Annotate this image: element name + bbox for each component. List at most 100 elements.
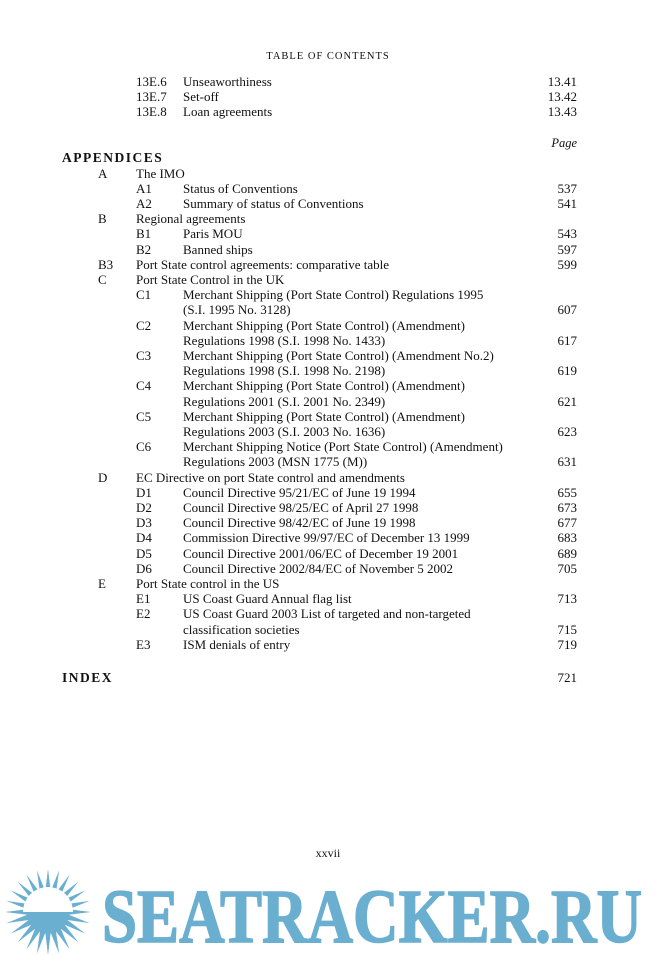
toc-entry: 13E.8 Loan agreements 13.43 [0, 104, 656, 119]
entry-title: Loan agreements [183, 104, 273, 120]
entry-title: Council Directive 98/42/EC of June 19 19… [183, 515, 416, 531]
section-title: APPENDICES [62, 150, 164, 165]
entry-code: E1 [136, 591, 151, 607]
entry-page: 721 [557, 670, 578, 685]
entry-page: 13.41 [547, 74, 577, 89]
entry-title: Merchant Shipping Notice (Port State Con… [183, 439, 503, 455]
section-title: INDEX [62, 670, 114, 685]
entry-title: Port State control agreements: comparati… [136, 256, 390, 272]
entry-page: 689 [557, 545, 578, 561]
toc-entry: B Regional agreements [0, 211, 656, 226]
toc-entry: D3 Council Directive 98/42/EC of June 19 … [0, 515, 656, 530]
toc-entry: D1 Council Directive 95/21/EC of June 19 … [0, 485, 656, 500]
running-header: TABLE OF CONTENTS [266, 51, 390, 62]
entry-page: 715 [557, 621, 578, 637]
entry-page: 705 [557, 560, 578, 576]
entry-page: 13.43 [547, 104, 577, 120]
entry-letter: B [98, 211, 107, 227]
entry-title: (S.I. 1995 No. 3128) [183, 302, 291, 318]
entry-title: Regulations 2003 (MSN 1775 (M)) [183, 454, 368, 470]
entry-title: US Coast Guard 2003 List of targeted and… [183, 606, 471, 622]
toc-entry: D EC Directive on port State control and … [0, 470, 656, 485]
entry-title: Merchant Shipping (Port State Control) (… [183, 347, 494, 363]
entry-code: B1 [136, 226, 152, 242]
entry-title: ISM denials of entry [183, 636, 291, 652]
entry-code: 13E.6 [136, 74, 167, 89]
toc-entry: 13E.6 Unseaworthiness 13.41 [0, 74, 656, 89]
section-heading-appendices: APPENDICES [0, 150, 656, 165]
entry-title: EC Directive on port State control and a… [136, 469, 405, 485]
section-heading-index: INDEX 721 [0, 670, 656, 685]
toc-entry: D2 Council Directive 98/25/EC of April 27… [0, 500, 656, 515]
entry-page: 597 [557, 241, 578, 257]
entry-title: Port State Control in the UK [136, 271, 285, 287]
entry-page: 537 [557, 180, 578, 196]
toc-entry: C6 Merchant Shipping Notice (Port State C… [0, 439, 656, 454]
toc-entry: Regulations 2001 (S.I. 2001 No. 2349) 621 [0, 394, 656, 409]
toc-entry: B1 Paris MOU 543 [0, 226, 656, 241]
entry-title: Council Directive 98/25/EC of April 27 1… [183, 499, 419, 515]
entry-title: Banned ships [183, 241, 253, 257]
toc-entry: A1 Status of Conventions 537 [0, 181, 656, 196]
toc-entry: B3 Port State control agreements: compara… [0, 257, 656, 272]
toc-entry: classification societies 715 [0, 622, 656, 637]
entry-code: C6 [136, 439, 152, 455]
toc-entry: C4 Merchant Shipping (Port State Control)… [0, 378, 656, 393]
entry-page: 617 [557, 332, 578, 348]
entry-title: US Coast Guard Annual flag list [183, 591, 352, 607]
toc-entry: B2 Banned ships 597 [0, 242, 656, 257]
page-column-label: Page [551, 136, 577, 150]
entry-code: C3 [136, 347, 152, 363]
entry-page: 713 [557, 591, 578, 607]
toc-entry: E Port State control in the US [0, 576, 656, 591]
entry-code: C1 [136, 287, 152, 303]
entry-page: 607 [557, 302, 578, 318]
entry-letter: E [98, 575, 106, 591]
toc-entry: E3 ISM denials of entry 719 [0, 637, 656, 652]
entry-page: 673 [557, 499, 578, 515]
entry-code: D3 [136, 515, 152, 531]
entry-code: D1 [136, 484, 152, 500]
toc-entry: C1 Merchant Shipping (Port State Control)… [0, 287, 656, 302]
entry-title: Commission Directive 99/97/EC of Decembe… [183, 530, 470, 546]
entry-title: classification societies [183, 621, 300, 637]
entry-page: 719 [557, 636, 578, 652]
entry-code: C4 [136, 378, 152, 394]
entry-code: B2 [136, 241, 152, 257]
toc-entry: A2 Summary of status of Conventions 541 [0, 196, 656, 211]
entry-page: 13.42 [547, 89, 577, 105]
entry-page: 543 [557, 226, 578, 242]
watermark-text: SEATRACKER.RU [102, 875, 642, 956]
entry-title: Regional agreements [136, 211, 246, 227]
entry-code: E2 [136, 606, 151, 622]
toc-entry: Regulations 1998 (S.I. 1998 No. 2198) 619 [0, 363, 656, 378]
toc-entry: (S.I. 1995 No. 3128) 607 [0, 302, 656, 317]
entry-page: 599 [557, 256, 578, 272]
entry-title: Regulations 1998 (S.I. 1998 No. 2198) [183, 363, 386, 379]
toc-entry: Regulations 2003 (MSN 1775 (M)) 631 [0, 454, 656, 469]
toc-entry: C5 Merchant Shipping (Port State Control)… [0, 409, 656, 424]
entry-code: E3 [136, 636, 151, 652]
entry-title: Merchant Shipping (Port State Control) (… [183, 378, 465, 394]
toc-entry: 13E.7 Set-off 13.42 [0, 89, 656, 104]
entry-code: C2 [136, 317, 152, 333]
entry-page: 623 [557, 423, 578, 439]
toc-entry: C3 Merchant Shipping (Port State Control)… [0, 348, 656, 363]
entry-code: D5 [136, 545, 152, 561]
entry-title: Merchant Shipping (Port State Control) R… [183, 287, 484, 303]
toc-entry: Regulations 2003 (S.I. 2003 No. 1636) 623 [0, 424, 656, 439]
toc-entry: D4 Commission Directive 99/97/EC of Decem… [0, 530, 656, 545]
toc-entry: C Port State Control in the UK [0, 272, 656, 287]
watermark-logo: SEATRACKER.RU [5, 869, 643, 956]
toc-entry: A The IMO [0, 166, 656, 181]
toc-entry: Regulations 1998 (S.I. 1998 No. 1433) 617 [0, 333, 656, 348]
entry-code: C5 [136, 408, 152, 424]
entry-code: D2 [136, 499, 152, 515]
toc-entry: D5 Council Directive 2001/06/EC of Decemb… [0, 546, 656, 561]
toc-entry: E2 US Coast Guard 2003 List of targeted a… [0, 606, 656, 621]
toc-entry: E1 US Coast Guard Annual flag list 713 [0, 591, 656, 606]
entry-letter: A [98, 165, 108, 181]
entry-title: Merchant Shipping (Port State Control) (… [183, 408, 465, 424]
toc-entry: C2 Merchant Shipping (Port State Control)… [0, 318, 656, 333]
entry-page: 683 [557, 530, 578, 546]
